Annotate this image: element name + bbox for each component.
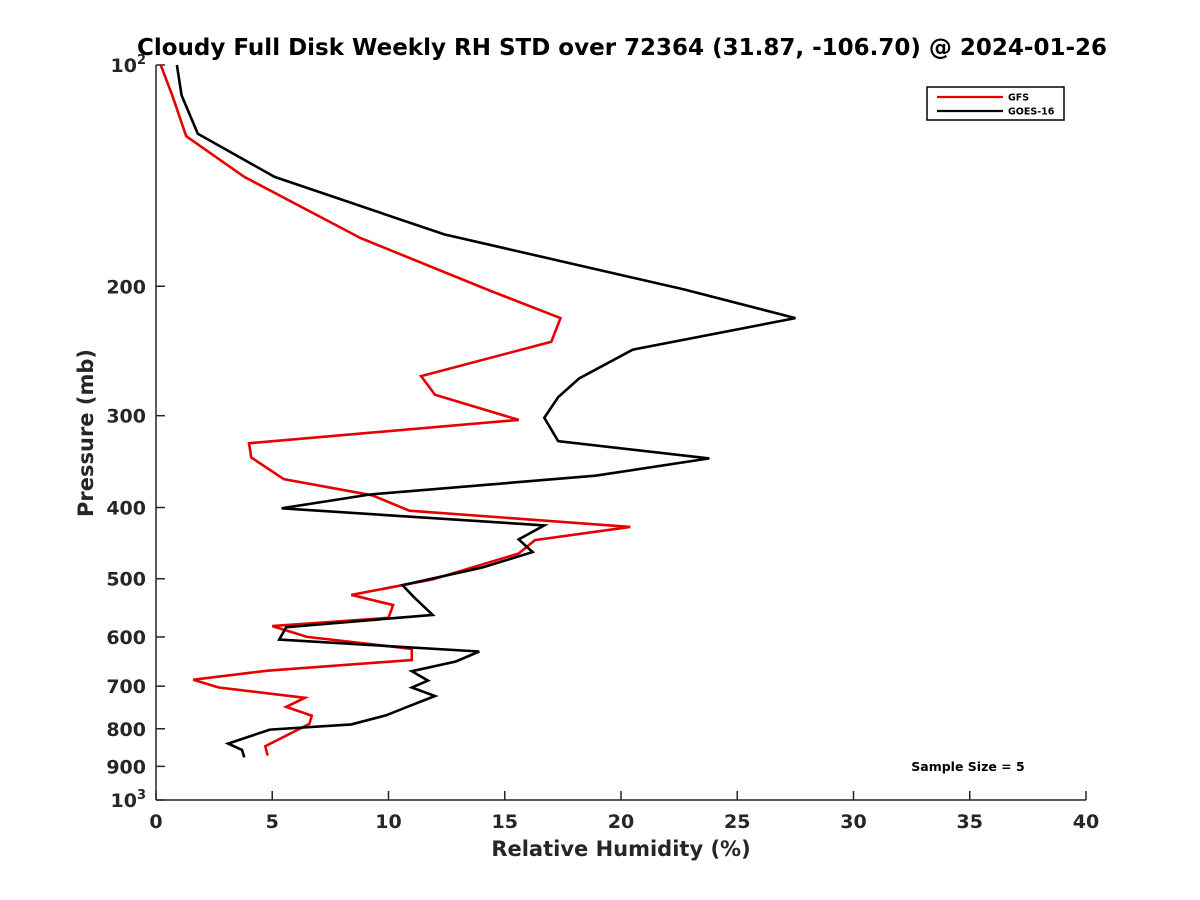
x-tick-label: 35 [957, 811, 983, 833]
series-line-goes-16 [175, 64, 796, 758]
y-tick-label: 400 [106, 498, 146, 520]
x-tick-label: 40 [1073, 811, 1099, 833]
x-tick-label: 15 [492, 811, 518, 833]
x-axis-title: Relative Humidity (%) [491, 837, 750, 861]
y-tick-label: 900 [106, 756, 146, 778]
x-tick-label: 0 [149, 811, 162, 833]
y-tick-label: 500 [106, 569, 146, 591]
sample-size-annotation: Sample Size = 5 [911, 759, 1024, 774]
legend-label-goes-16: GOES-16 [1008, 107, 1055, 118]
legend-box [926, 86, 1065, 121]
series-line-gfs [159, 64, 631, 756]
y-tick-label: 102 [111, 53, 147, 77]
x-tick-label: 30 [840, 811, 866, 833]
y-tick-label: 700 [106, 676, 146, 698]
axes: 0 5 10 15 20 25 30 35 40 102 200 300 400 500 600 700 800… [106, 53, 1099, 833]
x-tick-label: 20 [608, 811, 634, 833]
y-tick-label: 800 [106, 719, 146, 741]
x-tick-label: 25 [724, 811, 750, 833]
legend-label-gfs: GFS [1008, 93, 1029, 104]
y-tick-label: 103 [111, 788, 147, 812]
y-tick-label: 200 [106, 276, 146, 298]
legend: GFS GOES-16 [926, 86, 1065, 121]
chart-title: Cloudy Full Disk Weekly RH STD over 7236… [137, 35, 1107, 61]
y-tick-label: 600 [106, 627, 146, 649]
y-tick-label: 300 [106, 406, 146, 428]
y-axis-title: Pressure (mb) [74, 349, 98, 517]
x-tick-label: 10 [375, 811, 401, 833]
series-layer [159, 64, 796, 758]
x-tick-label: 5 [266, 811, 279, 833]
